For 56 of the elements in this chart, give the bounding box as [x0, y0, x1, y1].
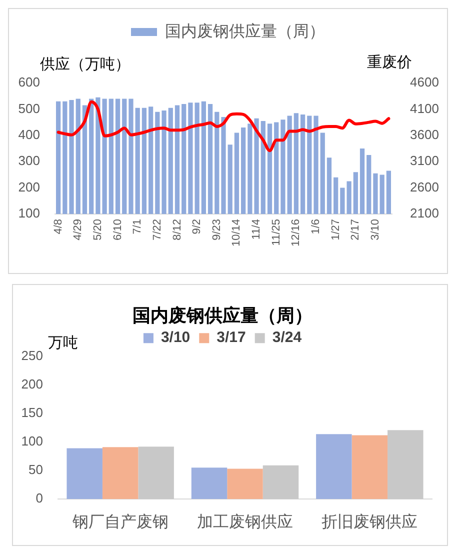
y-tick-label: 250 [21, 348, 43, 364]
x-tick-label: 7/22 [151, 219, 164, 240]
x-tick-label: 7/1 [132, 219, 144, 234]
x-tick-label: 9/2 [191, 219, 204, 234]
y2-tick-label: 4600 [410, 74, 439, 90]
y-tick-label: 500 [18, 100, 40, 116]
line-series [56, 100, 390, 152]
x-tick-label: 12/16 [290, 219, 302, 247]
legend-label: 国内废钢供应量（周） [165, 22, 325, 40]
y2-tick-label: 3100 [410, 153, 439, 168]
x-tick-label: 4/29 [72, 219, 84, 240]
bar [66, 448, 102, 499]
x-tick-label: 8/12 [171, 219, 184, 240]
y-tick-label: 150 [21, 405, 43, 420]
x-tick-label: 折旧废钢供应 [322, 513, 418, 532]
y-tick-label: 200 [21, 376, 43, 392]
y2-tick-label: 2100 [410, 206, 439, 221]
x-tick-label: 加工废钢供应 [197, 513, 293, 532]
x-tick-label: 5/20 [92, 219, 104, 240]
x-tick-label: 11/4 [250, 219, 263, 240]
y-axis-title: 万吨 [48, 334, 78, 352]
bar [316, 434, 352, 499]
x-tick-label: 4/8 [52, 219, 64, 234]
bar [227, 468, 263, 499]
y2-axis-title: 重废价 [367, 54, 412, 72]
y-tick-label: 300 [18, 153, 40, 168]
bar [138, 446, 174, 499]
chart-title: 国内废钢供应量（周） [132, 305, 312, 326]
legend-label: 3/17 [216, 329, 246, 346]
y-tick-label: 100 [21, 434, 43, 449]
legend-label: 3/24 [272, 329, 302, 346]
bar [388, 430, 424, 499]
x-tick-label: 11/25 [270, 219, 282, 246]
y-tick-label: 400 [18, 126, 40, 142]
x-tick-label: 2/17 [350, 219, 362, 240]
y-tick-label: 50 [28, 462, 43, 478]
y-tick-label: 600 [18, 74, 40, 90]
y-tick-label: 100 [18, 206, 40, 221]
bar [352, 435, 388, 499]
x-tick-label: 1/6 [310, 219, 322, 234]
x-tick-label: 10/14 [230, 219, 243, 247]
legend-label: 3/10 [160, 329, 190, 346]
y-tick-label: 200 [18, 179, 40, 194]
x-tick-label: 3/10 [370, 219, 382, 240]
bar [102, 447, 138, 499]
x-tick-label: 6/10 [112, 219, 124, 240]
y-tick-label: 0 [36, 490, 43, 506]
y2-tick-label: 3600 [410, 126, 439, 142]
y2-tick-label: 2600 [410, 179, 439, 194]
y2-tick-label: 4100 [410, 100, 439, 116]
x-tick-label: 钢厂自产废钢 [71, 513, 168, 532]
y-axis-title: 供应（万吨） [40, 56, 130, 74]
bar [262, 465, 299, 499]
x-tick-label: 9/23 [210, 219, 223, 240]
bar [191, 468, 228, 499]
x-tick-label: 1/27 [330, 219, 342, 240]
